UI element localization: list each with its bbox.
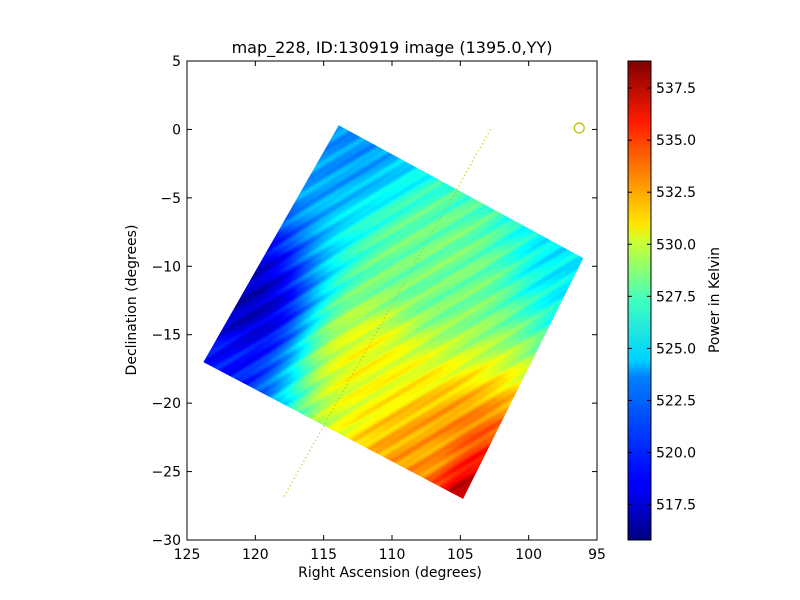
- y-tick-label: −30: [151, 533, 181, 549]
- source-marker-circle: [573, 122, 585, 134]
- colorbar-tick-label: 522.5: [656, 393, 696, 409]
- y-tick-label: −20: [151, 396, 181, 412]
- colorbar-tick-label: 537.5: [656, 81, 696, 97]
- x-tick-label: 95: [588, 547, 606, 563]
- colorbar-tick-label: 535.0: [656, 133, 696, 149]
- x-tick-label: 105: [447, 547, 474, 563]
- colorbar-ticks: 517.5 520.0 522.5 525.0 527.5 530.0 532.5 535.0…: [628, 81, 696, 514]
- colorbar-tick-label: 525.0: [656, 341, 696, 357]
- x-tick-label: 120: [242, 547, 269, 563]
- x-tick-label: 100: [515, 547, 542, 563]
- colorbar-tick-label: 520.0: [656, 446, 696, 462]
- y-tick-label: 5: [172, 54, 181, 70]
- colorbar-tick-label: 532.5: [656, 185, 696, 201]
- plot-frame: [186, 60, 598, 541]
- x-tick-label: 110: [379, 547, 406, 563]
- y-tick-label: −10: [151, 259, 181, 275]
- y-tick-label: −5: [160, 191, 181, 207]
- colorbar-tick-label: 527.5: [656, 289, 696, 305]
- y-axis-ticks: 5 0 −5 −10 −15 −20 −25 −30: [151, 54, 597, 549]
- colorbar-tick-label: 517.5: [656, 498, 696, 514]
- chart-title: map_228, ID:130919 image (1395.0,YY): [232, 38, 553, 58]
- x-axis-ticks: 125 120 115 110 105 100 95: [174, 61, 606, 563]
- x-tick-label: 125: [174, 547, 201, 563]
- x-axis-label: Right Ascension (degrees): [298, 565, 482, 581]
- colorbar-tick-label: 530.0: [656, 237, 696, 253]
- y-tick-label: −15: [151, 328, 181, 344]
- y-tick-label: −25: [151, 465, 181, 481]
- y-axis-label: Declination (degrees): [124, 225, 140, 376]
- x-tick-label: 115: [310, 547, 337, 563]
- y-tick-label: 0: [172, 122, 181, 138]
- colorbar: [627, 60, 652, 541]
- colorbar-label: Power in Kelvin: [707, 247, 723, 353]
